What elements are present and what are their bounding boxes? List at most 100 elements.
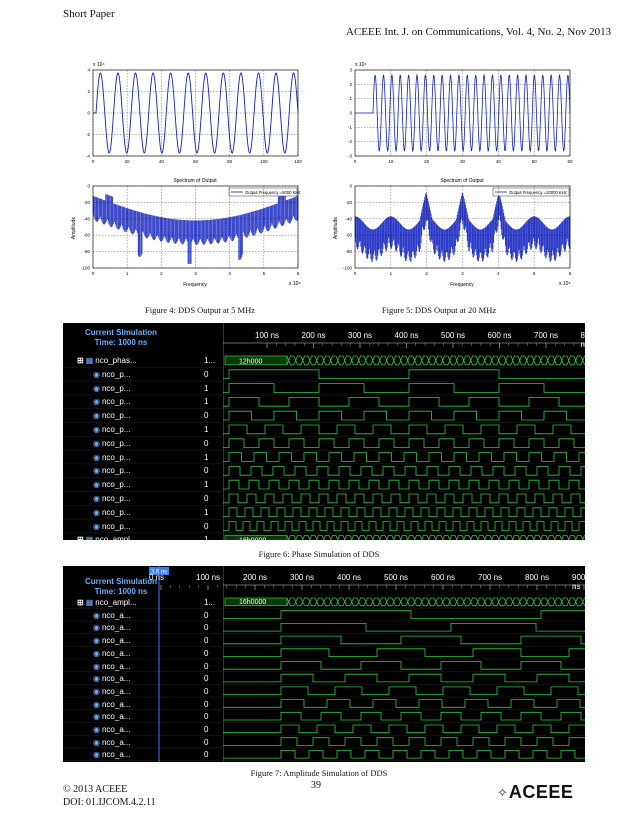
fig4-bottom-ytick: 0 bbox=[87, 184, 90, 189]
signal-trace bbox=[223, 724, 585, 734]
signal-name[interactable]: ◉ nco_p... bbox=[93, 383, 131, 393]
fig4-top-xtick: 40 bbox=[159, 159, 165, 164]
time-tick-label: 400 ns bbox=[337, 573, 362, 582]
signal-name[interactable]: ◉ nco_p... bbox=[93, 507, 131, 517]
fig5-bottom-xtick: 0 bbox=[354, 271, 357, 276]
fig6-signal-panel bbox=[63, 323, 224, 540]
fig4-bottom-ytick: -20 bbox=[83, 200, 90, 205]
bus-icon: ▦ bbox=[85, 598, 94, 607]
bus-value-box bbox=[224, 535, 288, 540]
time-tick-label: 400 ns bbox=[394, 331, 419, 340]
fig7-sim-title: Current Simulation bbox=[84, 577, 157, 586]
bus-signal-name[interactable]: ⊞ ▦ nco_phas... bbox=[77, 356, 137, 365]
fig5-bottom-xtick: 6 bbox=[569, 271, 572, 276]
signal-value: 0 bbox=[204, 466, 209, 476]
fig4-bottom-exponent: x 10⁸ bbox=[289, 281, 301, 287]
fig4-bottom-xtick: 0 bbox=[92, 271, 95, 276]
fig6-sim-title: Current Simulation bbox=[84, 328, 157, 337]
signal-icon: ◉ bbox=[93, 438, 100, 448]
signal-trace bbox=[223, 507, 585, 517]
signal-name[interactable]: ◉ nco_a... bbox=[93, 623, 131, 633]
signal-value: 0 bbox=[204, 674, 209, 684]
signal-name[interactable]: ◉ nco_p... bbox=[93, 480, 131, 490]
fig4-top-exponent: x 10⁴ bbox=[93, 62, 105, 68]
signal-trace bbox=[223, 452, 585, 462]
fig5-top-xtick: 0 bbox=[354, 159, 357, 164]
bus-signal-name[interactable]: ⊞ ▦ nco_ampl... bbox=[77, 598, 137, 607]
fig5-legend-box bbox=[492, 187, 570, 197]
signal-name[interactable]: ◉ nco_p... bbox=[93, 369, 131, 379]
signal-trace bbox=[223, 369, 585, 379]
expand-icon[interactable]: ⊞ bbox=[77, 356, 84, 365]
signal-name[interactable]: ◉ nco_p... bbox=[93, 397, 131, 407]
signal-name[interactable]: ◉ nco_a... bbox=[93, 674, 131, 684]
signal-icon: ◉ bbox=[93, 737, 100, 747]
fig5-spectrum-trace bbox=[354, 192, 571, 263]
signal-value: 1... bbox=[204, 356, 216, 365]
fig5-top-ytick: 0 bbox=[349, 111, 352, 116]
time-tick-label: 500 ns bbox=[384, 573, 409, 582]
signal-value: 1 bbox=[204, 507, 209, 517]
signal-value: 0 bbox=[204, 438, 209, 448]
signal-name[interactable]: ◉ nco_a... bbox=[93, 737, 131, 747]
fig5-bottom-ytick: -60 bbox=[345, 233, 352, 238]
fig5-bottom-exponent: x 10⁸ bbox=[559, 281, 571, 287]
signal-trace bbox=[223, 673, 585, 683]
signal-name[interactable]: ◉ nco_p... bbox=[93, 452, 131, 462]
figure-6-caption: Figure 6: Phase Simulation of DDS bbox=[258, 549, 380, 559]
fig4-top-xtick: 120 bbox=[294, 159, 302, 164]
signal-name[interactable]: ◉ nco_a... bbox=[93, 636, 131, 646]
fig5-top-ytick: 1 bbox=[349, 96, 352, 101]
signal-name[interactable]: ◉ nco_a... bbox=[93, 712, 131, 722]
signal-name[interactable]: ◉ nco_p... bbox=[93, 466, 131, 476]
signal-name[interactable]: ◉ nco_p... bbox=[93, 438, 131, 448]
fig7-signal-panel bbox=[63, 566, 224, 762]
bus-trace bbox=[286, 535, 585, 540]
signal-value: 0 bbox=[204, 661, 209, 671]
signal-icon: ◉ bbox=[93, 397, 100, 407]
expand-icon[interactable]: ⊞ bbox=[77, 598, 84, 607]
fig4-top-ytick: -4 bbox=[86, 154, 90, 159]
signal-value: 0 bbox=[204, 623, 209, 633]
signal-name[interactable]: ◉ nco_a... bbox=[93, 699, 131, 709]
figure-4-plot: x 10⁴ 420-2-40 20 40 60 80 100 120 Spectrum of… bbox=[71, 62, 302, 288]
signal-trace bbox=[223, 521, 585, 531]
fig5-time-waveform bbox=[355, 73, 571, 153]
signal-name[interactable]: ◉ nco_p... bbox=[93, 494, 131, 503]
fig5-bottom-ytick: 0 bbox=[349, 184, 352, 189]
signal-name[interactable]: ◉ nco_a... bbox=[93, 610, 131, 620]
fig4-top-ytick: -2 bbox=[86, 132, 90, 137]
signal-trace bbox=[223, 661, 585, 670]
signal-icon: ◉ bbox=[93, 480, 100, 490]
fig5-legend-text: Output Frequency =20000 KHz bbox=[509, 190, 567, 195]
fig4-bottom-xtick: 2 bbox=[160, 271, 163, 276]
fig5-top-ytick: 3 bbox=[349, 68, 352, 73]
expand-icon[interactable]: ⊞ bbox=[77, 535, 84, 540]
signal-icon: ◉ bbox=[93, 725, 100, 734]
bus-signal-name[interactable]: ⊞ ▦ nco_ampl... bbox=[77, 535, 137, 540]
logo-text: ACEEE bbox=[508, 782, 574, 802]
signal-name[interactable]: ◉ nco_p... bbox=[93, 425, 131, 434]
signal-name[interactable]: ◉ nco_a... bbox=[93, 661, 131, 671]
signal-icon: ◉ bbox=[93, 623, 100, 633]
footer-copyright: © 2013 ACEEE bbox=[63, 784, 128, 795]
signal-name[interactable]: ◉ nco_a... bbox=[93, 750, 131, 760]
signal-name[interactable]: ◉ nco_a... bbox=[93, 648, 131, 658]
signal-icon: ◉ bbox=[93, 674, 100, 684]
signal-name[interactable]: ◉ nco_a... bbox=[93, 686, 131, 696]
signal-value: 0 bbox=[204, 725, 209, 734]
signal-icon: ◉ bbox=[93, 521, 100, 531]
signal-name[interactable]: ◉ nco_a... bbox=[93, 725, 131, 734]
fig4-bottom-xtick: 1 bbox=[126, 271, 129, 276]
fig4-legend-text: Output Frequency =5000 KHz bbox=[245, 190, 301, 195]
signal-name[interactable]: ◉ nco_p... bbox=[93, 521, 131, 531]
fig5-bottom-ytick: -100 bbox=[343, 266, 353, 271]
signal-value: 0 bbox=[204, 737, 209, 747]
figure-4-caption: Figure 4: DDS Output at 5 MHz bbox=[144, 305, 256, 315]
fig5-top-xtick: 20 bbox=[424, 159, 430, 164]
signal-trace bbox=[223, 466, 585, 476]
signal-name[interactable]: ◉ nco_p... bbox=[93, 411, 131, 421]
fig4-top-xtick: 0 bbox=[92, 159, 95, 164]
time-tick-label: 200 ns bbox=[301, 331, 326, 340]
signal-icon: ◉ bbox=[93, 452, 100, 462]
